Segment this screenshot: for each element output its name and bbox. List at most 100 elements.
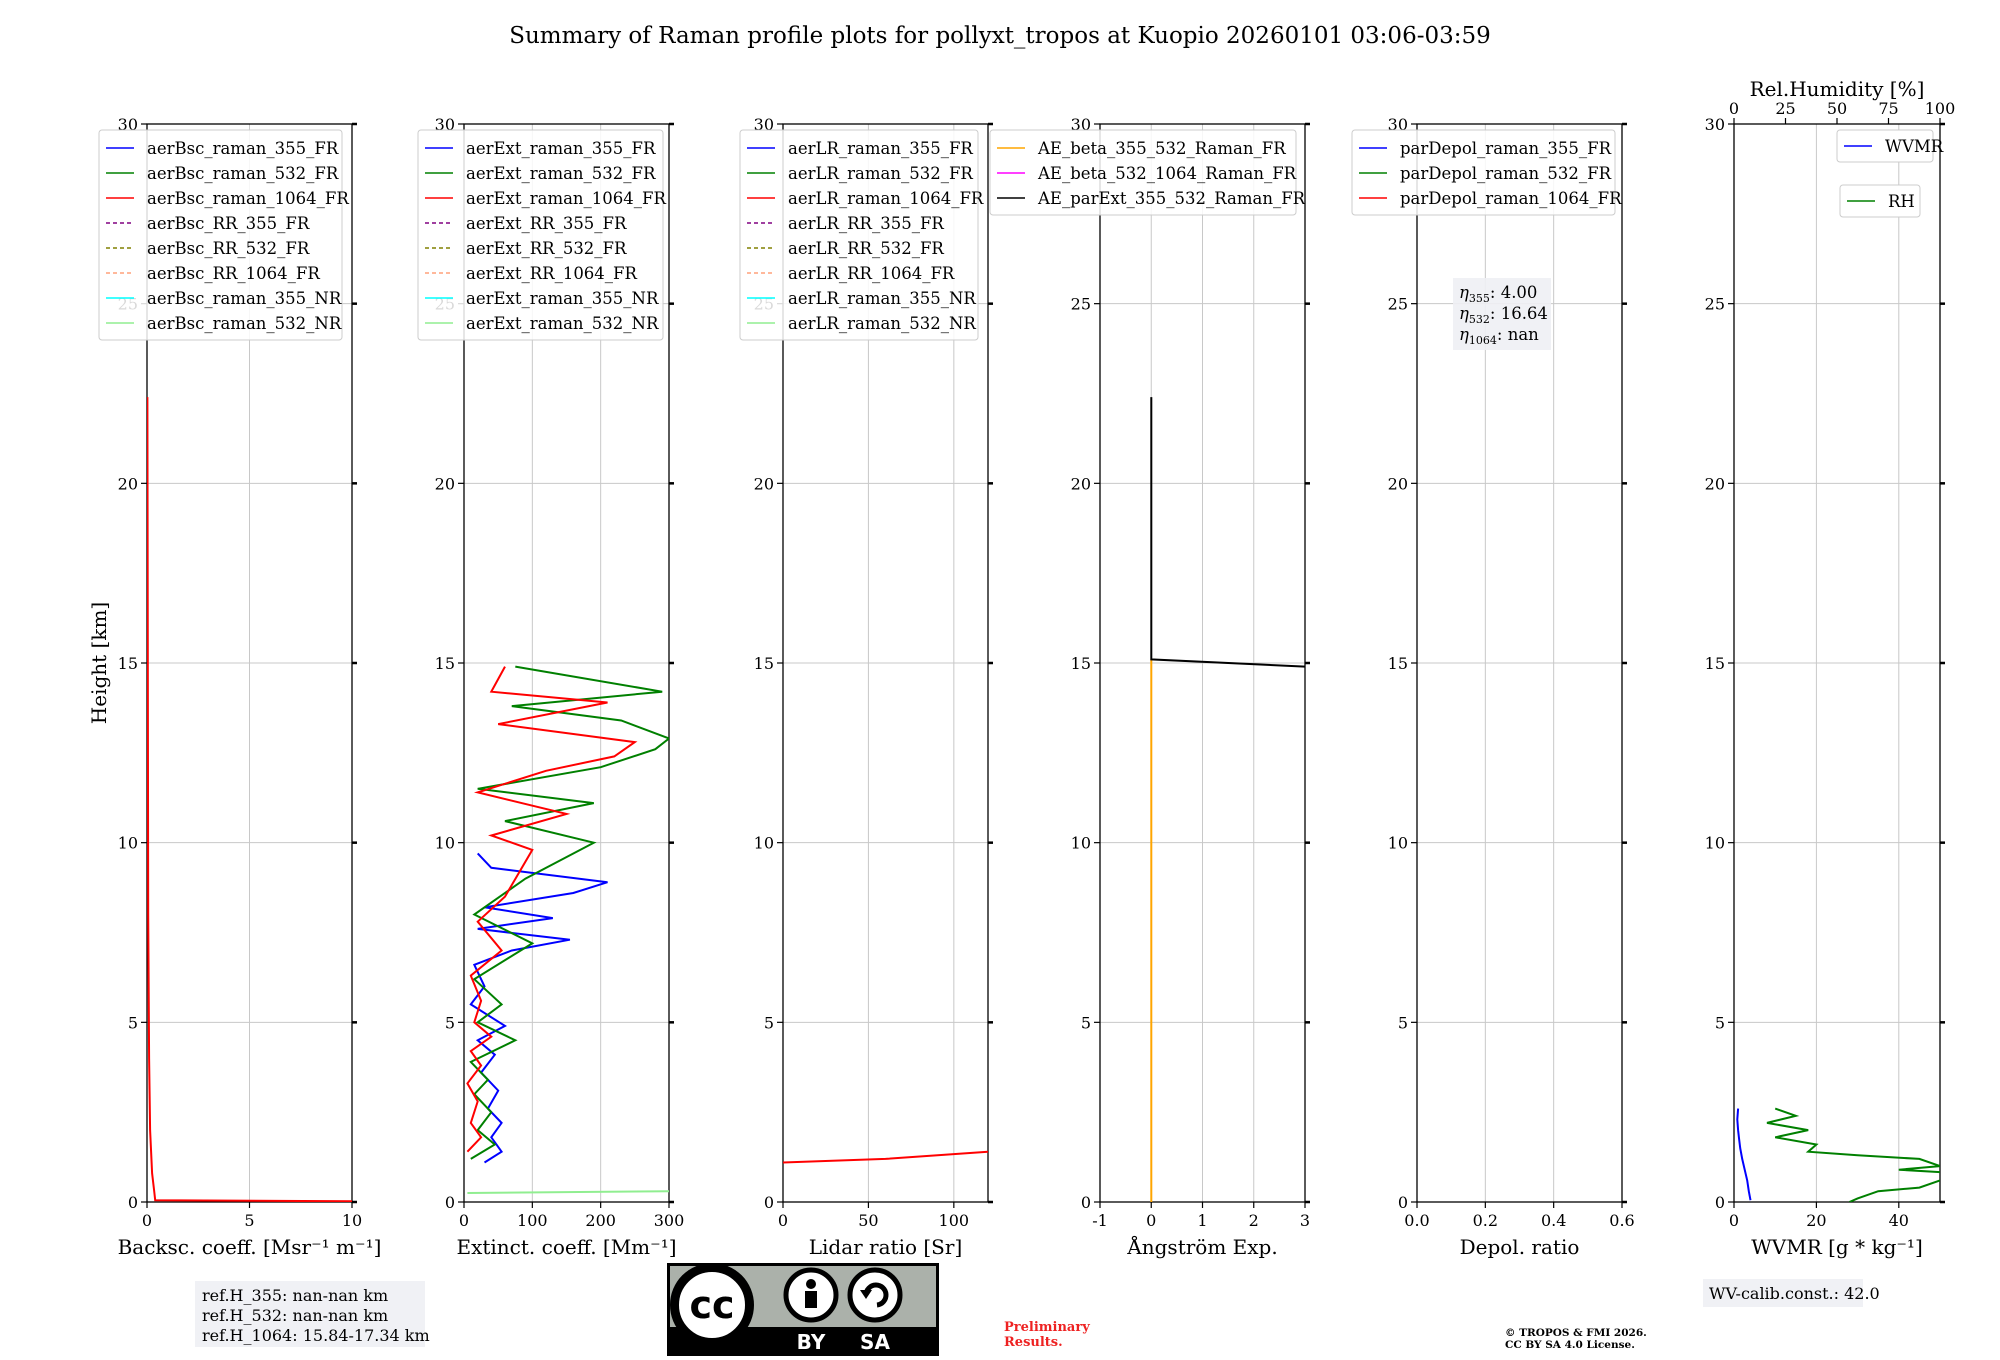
legend-box <box>417 129 664 341</box>
legend-box <box>1839 184 1921 218</box>
legend-label: WVMR <box>1885 137 1944 156</box>
x-tick-label: 2 <box>1249 1211 1259 1230</box>
y-tick-label: 10 <box>1388 834 1408 853</box>
x-tick-label: 100 <box>517 1211 548 1230</box>
x-axis-label: Depol. ratio <box>1460 1235 1580 1259</box>
x-axis-label: Lidar ratio [Sr] <box>809 1235 963 1259</box>
ref-height-532: ref.H_532: nan-nan km <box>202 1306 388 1325</box>
wv-calib-box: WV-calib.const.: 42.0 <box>1703 1279 1880 1307</box>
legend-label: aerBsc_raman_532_FR <box>147 164 339 183</box>
y-tick-label: 10 <box>118 834 138 853</box>
x-axis-label: Ångström Exp. <box>1126 1234 1277 1259</box>
x-tick-label: 0.0 <box>1404 1211 1429 1230</box>
legend-label: parDepol_raman_532_FR <box>1400 164 1612 183</box>
panel-wvmr: 0 20 40 0 5 10 15 20 25 30 WVMR [g * kg⁻¹] WVMR RH 0 2… <box>1705 77 1956 1259</box>
by-text: BY <box>797 1330 826 1354</box>
legend-label: aerLR_raman_532_NR <box>788 314 976 333</box>
legend-label: aerLR_raman_355_FR <box>788 139 973 158</box>
series-line-AE_parExt_355_532_Raman_FR <box>1150 397 1305 668</box>
y-tick-label: 30 <box>1705 115 1725 134</box>
legend-label: aerBsc_raman_532_NR <box>147 314 342 333</box>
y-tick-label: 30 <box>754 115 774 134</box>
x2-tick-label: 50 <box>1827 99 1847 118</box>
wv-calib-const: WV-calib.const.: 42.0 <box>1709 1284 1880 1303</box>
x-tick-label: 5 <box>244 1211 254 1230</box>
y-tick-label: 20 <box>118 474 138 493</box>
x-tick-label: 0 <box>1146 1211 1156 1230</box>
x-tick-label: 40 <box>1889 1211 1909 1230</box>
legend-label: RH <box>1888 192 1915 211</box>
series-line-aerExt_raman_532_FR <box>469 665 669 1160</box>
cc-by-sa-logo: cc BY SA <box>667 1263 939 1356</box>
legend-label: AE_beta_355_532_Raman_FR <box>1037 139 1286 158</box>
legend-label: aerLR_raman_1064_FR <box>788 189 984 208</box>
sa-text: SA <box>860 1330 890 1354</box>
y-tick-label: 5 <box>764 1013 774 1032</box>
y-tick-label: 30 <box>1388 115 1408 134</box>
y-tick-label: 15 <box>754 654 774 673</box>
legend-label: aerLR_raman_532_FR <box>788 164 973 183</box>
y-tick-label: 30 <box>118 115 138 134</box>
legend: aerLR_raman_355_FR aerLR_raman_532_FR aerL… <box>739 129 984 341</box>
eta-532: η532: 16.64 <box>1459 304 1548 326</box>
y-tick-label: 0 <box>128 1193 138 1212</box>
legend-label: aerBsc_RR_355_FR <box>147 214 310 233</box>
ref-height-box: ref.H_355: nan-nan km ref.H_532: nan-nan… <box>195 1281 430 1347</box>
legend-label: parDepol_raman_355_FR <box>1400 139 1612 158</box>
x-tick-label: 20 <box>1806 1211 1826 1230</box>
y-tick-label: 5 <box>1715 1013 1725 1032</box>
panel-lidar_ratio: 050100051015202530Lidar ratio [Sr]aerLR_… <box>739 115 993 1259</box>
y-tick-label: 15 <box>118 654 138 673</box>
legend-label: aerLR_RR_1064_FR <box>788 264 955 283</box>
y-tick-label: 5 <box>1398 1013 1408 1032</box>
series-line-WVMR <box>1736 1108 1752 1201</box>
x-axis-label: WVMR [g * kg⁻¹] <box>1751 1235 1923 1259</box>
series-group <box>147 397 352 1202</box>
series-line-aerExt_raman_1064_FR <box>466 666 638 1153</box>
copyright-line1: © TROPOS & FMI 2026. <box>1505 1327 1647 1339</box>
y-tick-label: 10 <box>435 834 455 853</box>
x-axis-label: Extinct. coeff. [Mm⁻¹] <box>456 1235 676 1259</box>
cc-text: cc <box>689 1283 734 1327</box>
legend: AE_beta_355_532_Raman_FR AE_beta_532_1064… <box>989 129 1306 216</box>
x2-tick-label: 0 <box>1729 99 1739 118</box>
x-tick-label: 300 <box>654 1211 685 1230</box>
legend-label: aerBsc_RR_532_FR <box>147 239 310 258</box>
series-group <box>466 665 669 1194</box>
series-group <box>1736 1107 1940 1202</box>
y-tick-label: 0 <box>1715 1193 1725 1212</box>
x-tick-label: 100 <box>939 1211 970 1230</box>
series-group <box>1150 397 1305 1202</box>
legend-box <box>98 129 343 341</box>
copyright-line2: CC BY SA 4.0 License. <box>1505 1339 1635 1351</box>
y-tick-label: 10 <box>1071 834 1091 853</box>
series-line-aerExt_raman_355_FR <box>469 852 608 1164</box>
y-tick-label: 15 <box>1071 654 1091 673</box>
preliminary-line2: Results. <box>1004 1335 1063 1350</box>
ref-height-355: ref.H_355: nan-nan km <box>202 1286 388 1305</box>
y-tick-label: 20 <box>435 474 455 493</box>
legend: aerExt_raman_355_FR aerExt_raman_532_FRae… <box>417 129 666 341</box>
legend-label: aerExt_raman_1064_FR <box>466 189 666 208</box>
x2-axis-label: Rel.Humidity [%] <box>1750 77 1925 101</box>
y-tick-label: 5 <box>1081 1013 1091 1032</box>
x-tick-label: 0 <box>459 1211 469 1230</box>
series-line-aerBsc_raman_1064_FR <box>147 397 352 1202</box>
y-tick-label: 0 <box>1081 1193 1091 1212</box>
legend-label: AE_parExt_355_532_Raman_FR <box>1037 189 1306 208</box>
x-axis-label: Backsc. coeff. [Msr⁻¹ m⁻¹] <box>118 1235 382 1259</box>
y-axis-label: Height [km] <box>87 602 111 724</box>
x2-tick-label: 100 <box>1925 99 1956 118</box>
x-tick-label: -1 <box>1092 1211 1108 1230</box>
legend-label: aerBsc_raman_355_FR <box>147 139 339 158</box>
x-tick-label: 1 <box>1197 1211 1207 1230</box>
y-tick-label: 20 <box>754 474 774 493</box>
y-tick-label: 0 <box>764 1193 774 1212</box>
y-tick-label: 20 <box>1705 474 1725 493</box>
legend-label: AE_beta_532_1064_Raman_FR <box>1037 164 1297 183</box>
x2-tick-label: 75 <box>1878 99 1898 118</box>
y-tick-label: 25 <box>1705 295 1725 314</box>
legend-label: aerLR_raman_355_NR <box>788 289 976 308</box>
y-tick-label: 30 <box>435 115 455 134</box>
figure-title: Summary of Raman profile plots for polly… <box>509 23 1491 49</box>
